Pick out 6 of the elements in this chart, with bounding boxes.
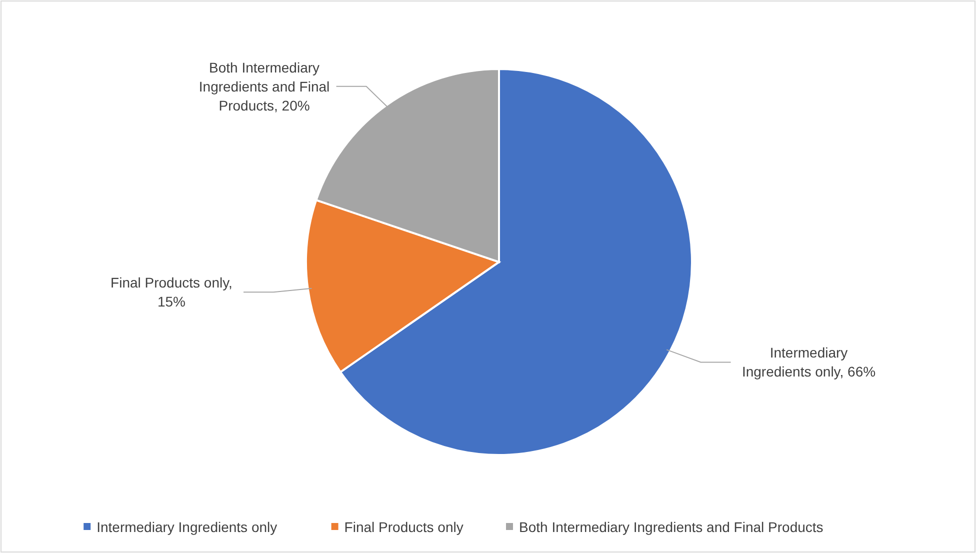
legend-label: Both Intermediary Ingredients and Final Products (519, 519, 824, 535)
data-label: Intermediary Ingredients only, 66% (742, 344, 876, 380)
data-label: Both Intermediary Ingredients and Final Products, 20% (198, 59, 330, 114)
data-label: Final Products only, 15% (110, 274, 232, 310)
legend-label: Intermediary Ingredients only (96, 519, 278, 535)
legend-label: Final Products only (344, 519, 464, 535)
